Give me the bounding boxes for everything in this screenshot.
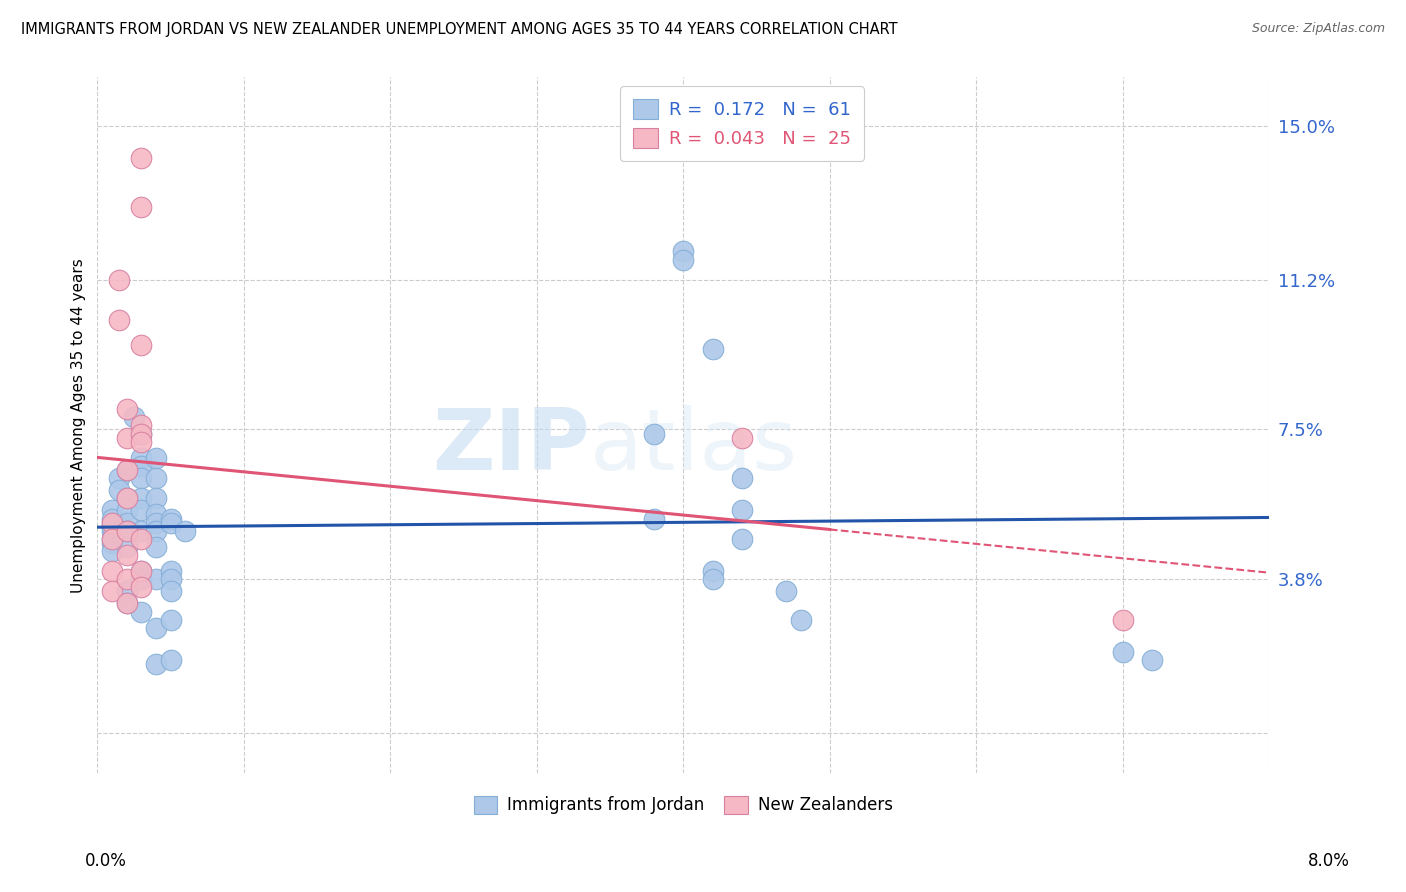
Point <box>115 516 138 530</box>
Point <box>145 450 167 465</box>
Point <box>145 621 167 635</box>
Point <box>145 508 167 522</box>
Point <box>101 532 124 546</box>
Text: 8.0%: 8.0% <box>1308 852 1350 870</box>
Point <box>115 463 138 477</box>
Point <box>702 564 724 578</box>
Text: atlas: atlas <box>589 405 797 488</box>
Point <box>159 516 181 530</box>
Point <box>731 503 754 517</box>
Point <box>101 532 124 546</box>
Point <box>672 252 695 267</box>
Point <box>145 491 167 506</box>
Point <box>129 572 152 586</box>
Point <box>145 471 167 485</box>
Point <box>101 503 124 517</box>
Point <box>129 426 152 441</box>
Y-axis label: Unemployment Among Ages 35 to 44 years: Unemployment Among Ages 35 to 44 years <box>72 258 86 593</box>
Point <box>643 511 665 525</box>
Point <box>129 564 152 578</box>
Point <box>101 519 124 533</box>
Point <box>115 548 138 562</box>
Point <box>145 516 167 530</box>
Point <box>159 511 181 525</box>
Point <box>115 597 138 611</box>
Point <box>775 584 797 599</box>
Point <box>115 540 138 554</box>
Point <box>101 511 124 525</box>
Point <box>145 540 167 554</box>
Point <box>129 434 152 449</box>
Point <box>702 342 724 356</box>
Point <box>101 564 124 578</box>
Point <box>159 564 181 578</box>
Point <box>122 410 145 425</box>
Point <box>108 313 131 327</box>
Text: ZIP: ZIP <box>432 405 589 488</box>
Point <box>643 426 665 441</box>
Point <box>672 244 695 259</box>
Point <box>1140 653 1163 667</box>
Point <box>129 491 152 506</box>
Point <box>789 613 811 627</box>
Point <box>159 572 181 586</box>
Point <box>115 584 138 599</box>
Point <box>731 431 754 445</box>
Point <box>129 418 152 433</box>
Point <box>108 273 131 287</box>
Point <box>108 483 131 498</box>
Point <box>702 572 724 586</box>
Point <box>115 491 138 506</box>
Point <box>101 536 124 550</box>
Point <box>129 532 152 546</box>
Point <box>129 450 152 465</box>
Text: IMMIGRANTS FROM JORDAN VS NEW ZEALANDER UNEMPLOYMENT AMONG AGES 35 TO 44 YEARS C: IMMIGRANTS FROM JORDAN VS NEW ZEALANDER … <box>21 22 897 37</box>
Point <box>129 471 152 485</box>
Point <box>115 402 138 417</box>
Point <box>115 597 138 611</box>
Point <box>129 580 152 594</box>
Point <box>1112 645 1135 659</box>
Point <box>115 463 138 477</box>
Point <box>731 532 754 546</box>
Text: 0.0%: 0.0% <box>84 852 127 870</box>
Point <box>145 657 167 672</box>
Point <box>115 503 138 517</box>
Point <box>1112 613 1135 627</box>
Point <box>129 524 152 538</box>
Point <box>731 471 754 485</box>
Point <box>101 544 124 558</box>
Point <box>159 613 181 627</box>
Point <box>129 458 152 473</box>
Point <box>145 524 167 538</box>
Legend: Immigrants from Jordan, New Zealanders: Immigrants from Jordan, New Zealanders <box>464 786 903 824</box>
Point <box>129 200 152 214</box>
Point <box>129 426 152 441</box>
Point <box>129 605 152 619</box>
Point <box>129 503 152 517</box>
Point <box>101 516 124 530</box>
Point <box>129 152 152 166</box>
Point <box>115 524 138 538</box>
Point <box>101 516 124 530</box>
Text: Source: ZipAtlas.com: Source: ZipAtlas.com <box>1251 22 1385 36</box>
Point <box>108 471 131 485</box>
Point <box>115 431 138 445</box>
Point <box>129 337 152 351</box>
Point <box>174 524 197 538</box>
Point <box>101 584 124 599</box>
Point <box>159 584 181 599</box>
Point <box>129 564 152 578</box>
Point <box>145 572 167 586</box>
Point <box>115 572 138 586</box>
Point <box>115 524 138 538</box>
Point <box>101 524 124 538</box>
Point <box>159 653 181 667</box>
Point <box>115 491 138 506</box>
